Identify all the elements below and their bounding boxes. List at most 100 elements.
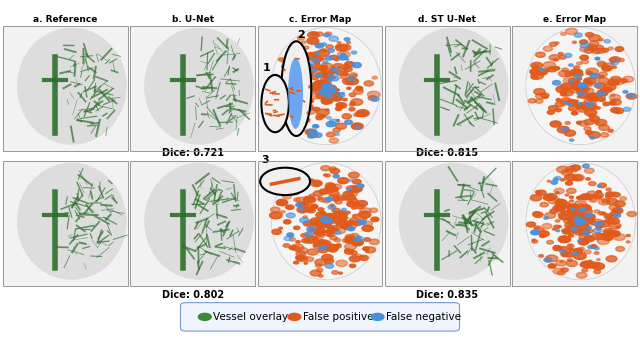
- Circle shape: [319, 189, 329, 194]
- Circle shape: [579, 247, 584, 250]
- Circle shape: [353, 179, 361, 184]
- Circle shape: [597, 61, 605, 66]
- Circle shape: [279, 227, 282, 229]
- Circle shape: [362, 218, 367, 220]
- Circle shape: [583, 213, 595, 220]
- Circle shape: [623, 107, 630, 111]
- Circle shape: [314, 181, 321, 186]
- Circle shape: [540, 69, 545, 71]
- Circle shape: [344, 55, 348, 58]
- Circle shape: [318, 208, 324, 211]
- Circle shape: [328, 216, 335, 219]
- Circle shape: [330, 204, 334, 206]
- Circle shape: [327, 244, 339, 251]
- Ellipse shape: [288, 58, 303, 129]
- Circle shape: [319, 87, 325, 91]
- Circle shape: [557, 126, 570, 133]
- Circle shape: [590, 73, 598, 78]
- Circle shape: [573, 228, 586, 235]
- Circle shape: [561, 128, 568, 131]
- Circle shape: [605, 65, 609, 67]
- Circle shape: [561, 268, 568, 272]
- Circle shape: [588, 262, 599, 268]
- Circle shape: [605, 214, 616, 220]
- Circle shape: [327, 227, 335, 232]
- Circle shape: [288, 62, 294, 65]
- Circle shape: [349, 264, 356, 267]
- Circle shape: [347, 201, 356, 207]
- Circle shape: [310, 270, 321, 276]
- Circle shape: [548, 106, 558, 111]
- Circle shape: [572, 212, 580, 217]
- Circle shape: [319, 85, 325, 88]
- Circle shape: [555, 177, 561, 180]
- Circle shape: [292, 121, 300, 126]
- Circle shape: [577, 196, 582, 199]
- Circle shape: [584, 109, 597, 116]
- Text: Dice: 0.815: Dice: 0.815: [416, 148, 478, 158]
- Circle shape: [292, 116, 302, 121]
- Circle shape: [303, 46, 309, 49]
- Circle shape: [305, 237, 316, 243]
- Bar: [385, 26, 509, 151]
- Circle shape: [330, 168, 340, 174]
- Circle shape: [303, 196, 316, 203]
- Circle shape: [356, 88, 363, 91]
- Bar: [385, 26, 509, 151]
- Circle shape: [551, 181, 557, 184]
- Circle shape: [604, 232, 609, 234]
- Circle shape: [319, 220, 328, 225]
- Circle shape: [307, 249, 318, 255]
- Circle shape: [308, 134, 315, 138]
- Circle shape: [321, 98, 333, 104]
- Circle shape: [296, 74, 305, 78]
- Circle shape: [611, 61, 614, 63]
- Circle shape: [304, 98, 314, 103]
- Circle shape: [341, 223, 350, 227]
- Circle shape: [588, 226, 591, 229]
- Circle shape: [368, 96, 377, 100]
- Circle shape: [552, 228, 556, 230]
- Circle shape: [577, 220, 586, 224]
- Circle shape: [337, 104, 344, 108]
- Bar: [512, 26, 637, 151]
- Circle shape: [321, 77, 330, 81]
- Circle shape: [348, 77, 356, 81]
- Circle shape: [324, 94, 333, 99]
- Circle shape: [589, 114, 595, 118]
- Circle shape: [626, 94, 632, 98]
- Circle shape: [596, 259, 600, 260]
- Circle shape: [287, 188, 300, 195]
- Circle shape: [552, 67, 558, 70]
- Circle shape: [573, 253, 586, 259]
- Circle shape: [578, 239, 589, 245]
- Circle shape: [623, 76, 634, 82]
- Circle shape: [356, 110, 369, 117]
- Circle shape: [577, 62, 582, 65]
- Circle shape: [558, 213, 564, 216]
- Circle shape: [298, 111, 301, 113]
- Circle shape: [628, 94, 634, 97]
- Circle shape: [325, 264, 333, 268]
- Circle shape: [324, 65, 327, 67]
- Circle shape: [565, 121, 570, 124]
- Circle shape: [568, 204, 579, 210]
- Circle shape: [337, 93, 345, 97]
- Bar: [131, 26, 255, 151]
- Circle shape: [550, 198, 556, 200]
- Circle shape: [578, 86, 588, 92]
- Circle shape: [317, 85, 327, 90]
- Ellipse shape: [526, 163, 636, 280]
- Circle shape: [305, 257, 314, 261]
- Circle shape: [589, 181, 596, 186]
- Circle shape: [326, 121, 335, 127]
- Circle shape: [608, 129, 613, 132]
- Circle shape: [338, 66, 342, 68]
- Circle shape: [595, 195, 602, 199]
- Ellipse shape: [271, 28, 381, 145]
- Circle shape: [340, 74, 350, 79]
- Circle shape: [611, 57, 620, 62]
- Circle shape: [351, 99, 363, 105]
- Circle shape: [335, 211, 348, 217]
- Circle shape: [286, 213, 295, 218]
